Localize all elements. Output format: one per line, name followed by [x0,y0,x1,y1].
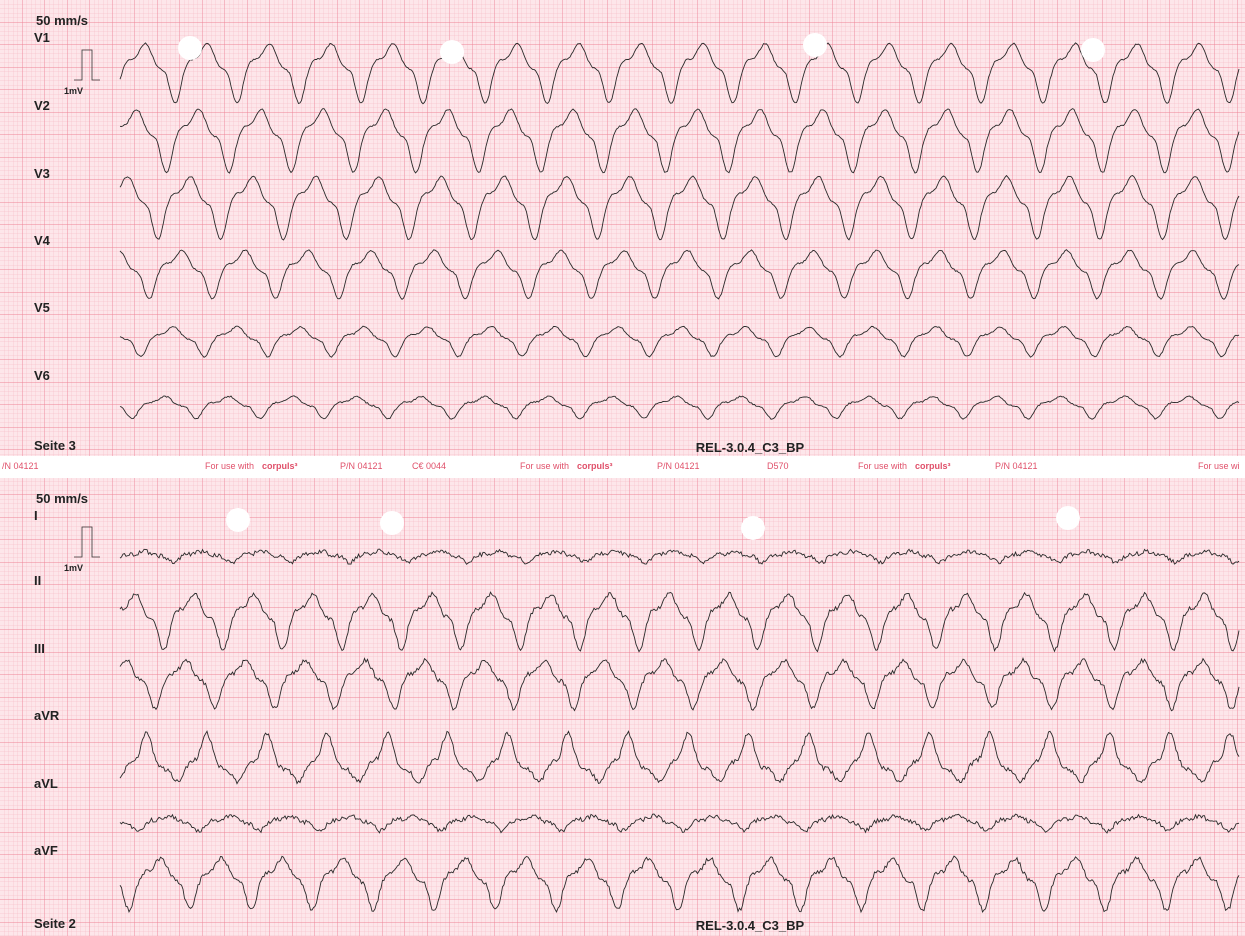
strip-text: For use with [205,461,254,471]
brand-logo: corpuls³ [262,461,298,471]
lead-label: I [34,508,38,523]
lead-label: V2 [34,98,50,113]
strip-text: /N 04121 [2,461,39,471]
punch-hole [1056,506,1080,530]
lead-label: V4 [34,233,51,248]
lead-label: III [34,641,45,656]
paper-speed: 50 mm/s [36,13,88,28]
strip-text: P/N 04121 [340,461,383,471]
ecg-printout: 50 mm/s 1mV Seite 3 REL-3.0.4_C3_BP V1 V2 V3 V4… [0,0,1245,936]
footer-label: REL-3.0.4_C3_BP [696,918,805,933]
strip-text: C€ 0044 [412,461,446,471]
page-label: Seite 2 [34,916,76,931]
punch-hole [380,511,404,535]
punch-hole [440,40,464,64]
lead-label: V1 [34,30,50,45]
lead-label: aVR [34,708,60,723]
lead-label: V5 [34,300,50,315]
lead-label: aVF [34,843,58,858]
punch-hole [1081,38,1105,62]
calibration-label: 1mV [64,563,83,573]
page-label: Seite 3 [34,438,76,453]
calibration-label: 1mV [64,86,83,96]
lead-label: V6 [34,368,50,383]
strip-text: P/N 04121 [657,461,700,471]
grid-bottom [0,478,1245,936]
brand-logo: corpuls³ [915,461,951,471]
paper-speed: 50 mm/s [36,491,88,506]
strip-text: For use with [520,461,569,471]
lead-label: II [34,573,41,588]
lead-label: aVL [34,776,58,791]
brand-logo: corpuls³ [577,461,613,471]
strip-text: P/N 04121 [995,461,1038,471]
footer-label: REL-3.0.4_C3_BP [696,440,805,455]
punch-hole [178,36,202,60]
strip-text: D570 [767,461,789,471]
punch-hole [803,33,827,57]
strip-text: For use wi [1198,461,1240,471]
punch-hole [741,516,765,540]
lead-label: V3 [34,166,50,181]
grid-top [0,0,1245,456]
strip-text: For use with [858,461,907,471]
punch-hole [226,508,250,532]
